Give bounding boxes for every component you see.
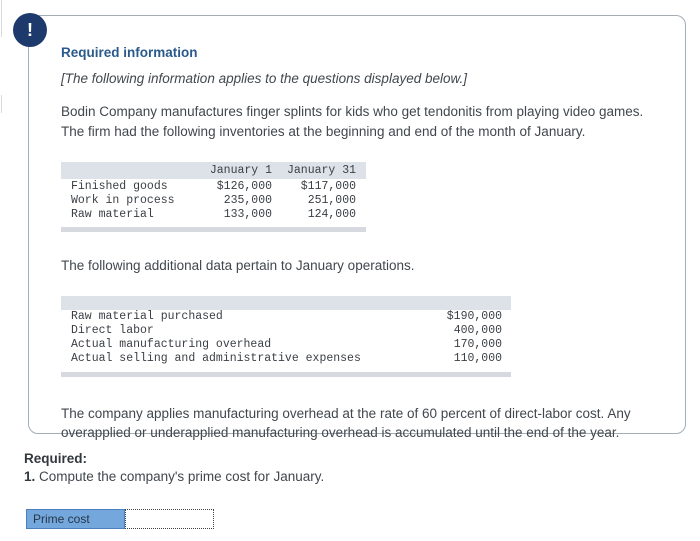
row-value: $190,000 (446, 310, 502, 324)
applies-below-notice: [The following information applies to th… (61, 71, 467, 86)
row-label: Direct labor (71, 324, 154, 338)
intro-paragraph: Bodin Company manufactures finger splint… (61, 104, 644, 139)
row-label: Finished goods (71, 179, 168, 193)
row-label: Raw material (71, 207, 154, 221)
row-value-jan1: 133,000 (223, 207, 272, 221)
row-value-jan1: 235,000 (223, 193, 272, 207)
table-row: Work in process 235,000 251,000 (61, 193, 366, 207)
operations-table: Raw material purchased $190,000 Direct l… (61, 295, 511, 377)
row-label: Actual manufacturing overhead (71, 338, 272, 352)
table-footer-stripe (61, 371, 511, 377)
required-information-heading: Required information (61, 45, 198, 60)
row-value: 170,000 (453, 338, 502, 352)
table-row: Raw material purchased $190,000 (61, 310, 511, 324)
exclamation-icon: ! (13, 13, 47, 47)
required-item-number: 1. (24, 469, 36, 484)
additional-data-text: The following additional data pertain to… (61, 258, 415, 274)
inventory-table-header: January 1 January 31 (61, 162, 366, 180)
inventory-header-jan1: January 1 (209, 164, 272, 178)
row-value: 110,000 (453, 352, 502, 366)
required-item-1: 1. Compute the company's prime cost for … (24, 469, 324, 484)
table-footer-stripe (61, 227, 366, 233)
page-edge-artifact (1, 95, 2, 113)
prime-cost-input[interactable] (125, 509, 214, 529)
table-row: Finished goods $126,000 $117,000 (61, 179, 366, 193)
table-row: Actual manufacturing overhead 170,000 (61, 338, 511, 352)
row-value: 400,000 (453, 324, 502, 338)
table-header-stripe (61, 295, 511, 310)
table-row: Direct labor 400,000 (61, 324, 511, 338)
table-row: Raw material 133,000 124,000 (61, 207, 366, 221)
row-value-jan31: 124,000 (307, 207, 356, 221)
overhead-policy-text: The company applies manufacturing overhe… (61, 405, 631, 441)
inventory-header-jan31: January 31 (286, 164, 356, 178)
required-information-panel: Required information [The following info… (28, 15, 686, 440)
row-value-jan31: $117,000 (300, 179, 356, 193)
row-label: Actual selling and administrative expens… (71, 352, 361, 366)
inventory-table: January 1 January 31 Finished goods $126… (61, 162, 366, 233)
prime-cost-label: Prime cost (26, 509, 125, 529)
row-value-jan31: 251,000 (307, 193, 356, 207)
row-label: Raw material purchased (71, 310, 223, 324)
required-item-text: Compute the company's prime cost for Jan… (35, 469, 325, 484)
page-edge-artifact (1, 0, 2, 37)
table-row: Actual selling and administrative expens… (61, 352, 511, 366)
prime-cost-answer-row: Prime cost (26, 509, 214, 529)
row-label: Work in process (71, 193, 175, 207)
row-value-jan1: $126,000 (216, 179, 272, 193)
required-section: Required: 1. Compute the company's prime… (24, 451, 324, 484)
required-heading: Required: (24, 451, 88, 466)
